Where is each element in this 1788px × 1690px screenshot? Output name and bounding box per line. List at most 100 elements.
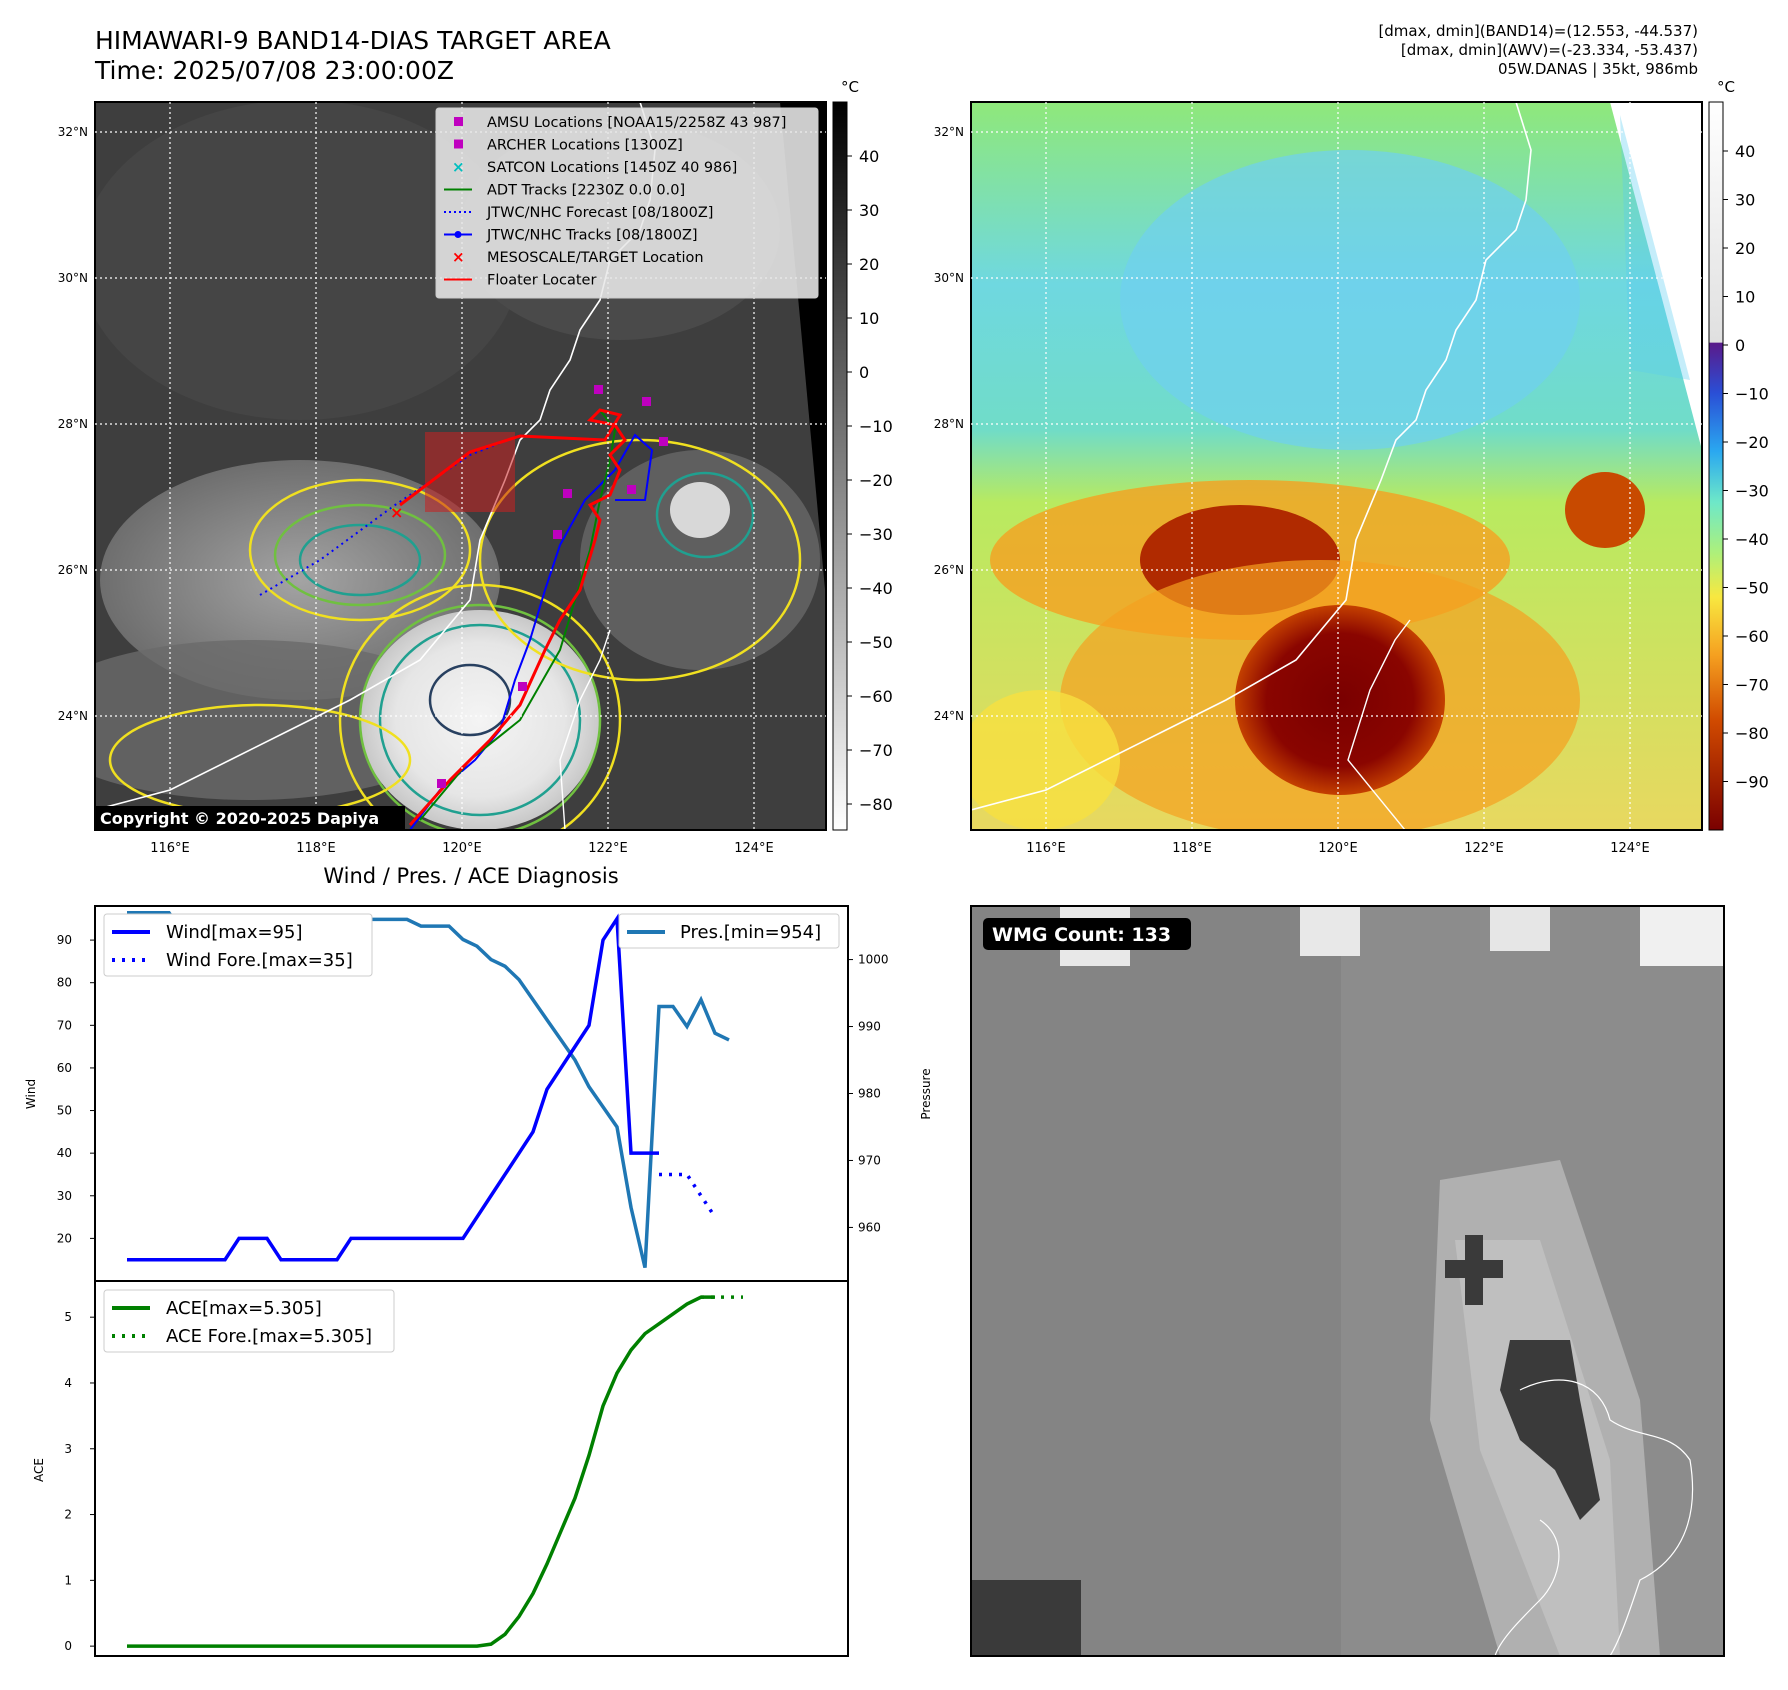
legend-label: JTWC/NHC Forecast [08/1800Z] [486, 205, 713, 221]
y-tick-label: 1 [64, 1573, 72, 1587]
info-line-2: [dmax, dmin](AWV)=(-23.334, -53.437) [1400, 41, 1698, 59]
awv-map-frame [970, 101, 1703, 831]
y-tick-label: 30 [57, 1189, 72, 1203]
legend-label: AMSU Locations [NOAA15/2258Z 43 987] [487, 115, 786, 131]
colorbar-tick-label: 40 [1735, 142, 1755, 161]
gray-colorbar-unit: °C [841, 78, 859, 96]
colorbar-tick-label: −80 [859, 795, 893, 814]
lat-label-30: 30°N [58, 271, 88, 285]
colorbar-tick-label: −30 [1735, 482, 1769, 501]
pressure-axis-label: Pressure [919, 1068, 933, 1119]
awv-lon-label-120: 120°E [1318, 841, 1358, 856]
awv-map-lon-labels: 116°E 118°E 120°E 122°E 124°E [1026, 841, 1650, 856]
legend-entry-6: × MESOSCALE/TARGET Location [452, 248, 704, 266]
y-tick-label: 20 [57, 1231, 72, 1245]
lat-label-32: 32°N [58, 125, 88, 139]
legend-dot [454, 231, 462, 238]
jtwc-track [409, 433, 654, 830]
colorbar-tick-label: 20 [1735, 239, 1755, 258]
y-tick-label: 60 [57, 1061, 72, 1075]
title-line-1: HIMAWARI-9 BAND14-DIAS TARGET AREA [95, 26, 611, 55]
colorbar-tick-label: 0 [859, 363, 869, 382]
legend-entry-1: ARCHER Locations [1300Z] [454, 138, 683, 154]
wmg-count-badge [983, 918, 1191, 950]
legend-entry-2: × SATCON Locations [1450Z 40 986] [452, 158, 737, 176]
floater-track [399, 408, 627, 826]
wind-line [127, 913, 659, 1262]
wind-forecast-line [659, 1172, 717, 1219]
legend-label: MESOSCALE/TARGET Location [487, 250, 704, 266]
ir-map-lon-labels: 116°E 118°E 120°E 122°E 124°E [150, 841, 774, 856]
y-tick-label: 970 [858, 1153, 881, 1167]
info-line-1: [dmax, dmin](BAND14)=(12.553, -44.537) [1378, 22, 1698, 40]
wmg-image-panel [971, 906, 1724, 1656]
wmg-count-text: WMG Count: 133 [992, 924, 1171, 946]
awv-lon-label-118: 118°E [1172, 841, 1212, 856]
colorbar-tick-label: 30 [1735, 191, 1755, 210]
y-tick-label: 2 [64, 1508, 72, 1522]
pressure-legend [618, 913, 840, 949]
legend-entry-3: ADT Tracks [2230Z 0.0 0.0] [444, 183, 685, 199]
info-line-3: 05W.DANAS | 35kt, 986mb [1497, 60, 1698, 78]
y-tick-label: 70 [57, 1018, 72, 1032]
colorbar-tick-label: −50 [859, 633, 893, 652]
colorbar-tick-label: 0 [1735, 336, 1745, 355]
awv-lon-label-116: 116°E [1026, 841, 1066, 856]
legend-x-marker: × [452, 248, 465, 266]
ace-line [127, 1295, 715, 1648]
colorbar-tick-label: −80 [1735, 724, 1769, 743]
colorbar-tick-label: −20 [1735, 433, 1769, 452]
gray-colorbar: °C 40 30 20 10 0 −10 −20 −30 −40 −50 −60 −70 −80 [832, 78, 893, 831]
legend-entry-0: AMSU Locations [NOAA15/2258Z 43 987] [454, 115, 786, 131]
awv-lon-label-122: 122°E [1464, 841, 1504, 856]
wmg-frame [970, 905, 1725, 1657]
lon-label-124: 124°E [734, 841, 774, 856]
colorbar-tick-label: −60 [1735, 627, 1769, 646]
awv-lat-label-24: 24°N [934, 709, 964, 723]
awv-lat-label-32: 32°N [934, 125, 964, 139]
legend-label: ADT Tracks [2230Z 0.0 0.0] [487, 183, 685, 199]
y-tick-label: 960 [858, 1220, 881, 1234]
y-tick-label: 0 [64, 1639, 72, 1653]
colorbar-tick-label: −90 [1735, 773, 1769, 792]
legend-entry-5: JTWC/NHC Tracks [08/1800Z] [444, 228, 698, 244]
ace-axis-label: ACE [32, 1458, 46, 1482]
y-tick-label: 990 [858, 1020, 881, 1034]
wind-axis-label: Wind [24, 1079, 38, 1109]
pressure-legend-label: Pres.[min=954] [680, 922, 821, 943]
legend-entry-7: Floater Locater [444, 273, 596, 289]
ir-satellite-map: × [95, 102, 826, 830]
y-tick-label: 40 [57, 1146, 72, 1160]
y-tick-label: 80 [57, 976, 72, 990]
ir-map-frame [94, 101, 827, 831]
legend-square-marker [454, 139, 463, 149]
legend-entry-4: JTWC/NHC Forecast [08/1800Z] [444, 205, 713, 221]
color-colorbar: °C 40 30 20 10 0 −10 −20 −30 −40 −50 −60 −70 −80 −90 [1708, 78, 1769, 831]
color-colorbar-unit: °C [1717, 78, 1735, 96]
lon-label-116: 116°E [150, 841, 190, 856]
diagnosis-title: Wind / Pres. / ACE Diagnosis [323, 864, 618, 888]
colorbar-tick-label: −30 [859, 525, 893, 544]
legend-square-marker [454, 117, 463, 126]
y-tick-label: 5 [64, 1310, 72, 1324]
ace-chart: 0 1 2 3 4 5 ACE ACE[max=5.305] ACE Fore.[max=… [32, 1280, 849, 1657]
legend-label: Floater Locater [487, 273, 596, 289]
y-tick-label: 4 [64, 1376, 72, 1390]
legend-label: ARCHER Locations [1300Z] [487, 138, 683, 154]
copyright-badge [95, 806, 405, 830]
y-tick-label: 3 [64, 1442, 72, 1456]
awv-lat-label-30: 30°N [934, 271, 964, 285]
colorbar-tick-label: 10 [859, 309, 879, 328]
title-line-2: Time: 2025/07/08 23:00:00Z [95, 56, 454, 85]
awv-color-map [971, 102, 1702, 830]
y-tick-label: 1000 [858, 953, 889, 967]
ace-legend-label: ACE[max=5.305] [166, 1298, 322, 1319]
colorbar-tick-label: −20 [859, 471, 893, 490]
lat-label-28: 28°N [58, 417, 88, 431]
wind-fore-legend-label: Wind Fore.[max=35] [166, 950, 353, 971]
legend-label: JTWC/NHC Tracks [08/1800Z] [486, 228, 698, 244]
awv-lon-label-124: 124°E [1610, 841, 1650, 856]
colorbar-tick-label: −10 [859, 417, 893, 436]
wind-legend [103, 913, 373, 977]
figure-info: [dmax, dmin](BAND14)=(12.553, -44.537) [… [1378, 22, 1698, 79]
